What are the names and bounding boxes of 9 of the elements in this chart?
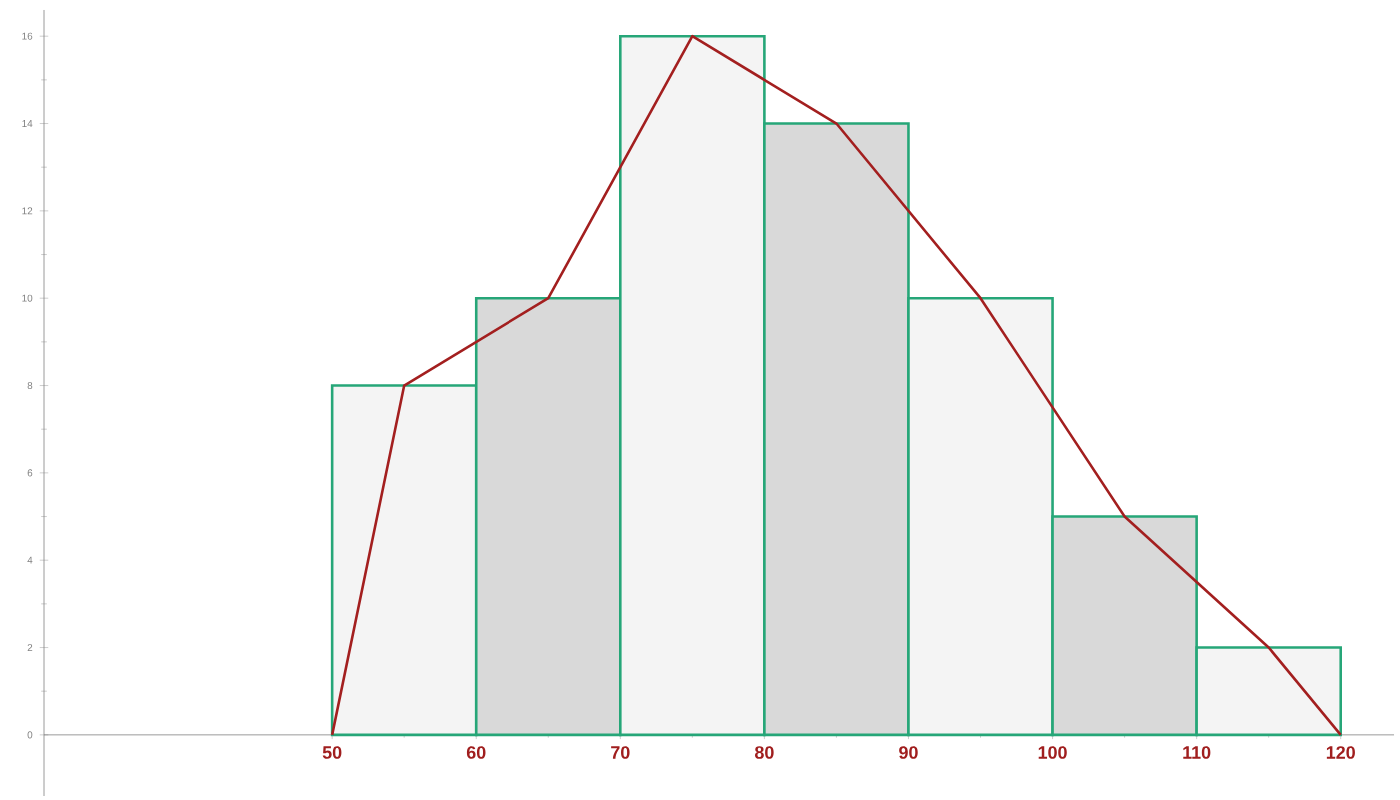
x-tick-label: 100 <box>1038 746 1067 759</box>
line-series <box>330 34 1342 737</box>
x-tick-label: 50 <box>322 746 342 759</box>
x-tick-label: 70 <box>611 746 630 759</box>
x-tick-label: 90 <box>899 746 918 759</box>
x-tick-label: 110 <box>1183 746 1211 759</box>
x-tick-label: 120 <box>1326 746 1355 759</box>
x-tick-label: 60 <box>466 746 486 759</box>
x-tick-label: 80 <box>754 746 774 759</box>
